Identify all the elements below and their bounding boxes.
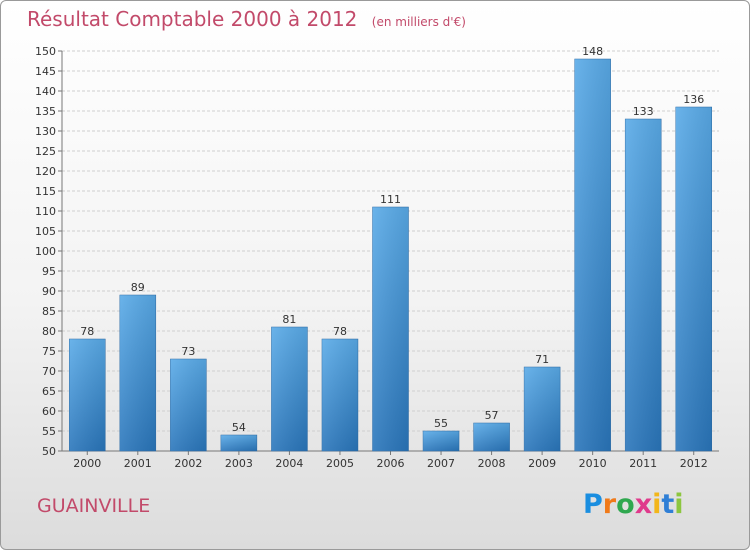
y-tick-label: 140	[35, 85, 56, 98]
y-tick-label: 95	[42, 265, 56, 278]
y-tick-label: 110	[35, 205, 56, 218]
x-tick-label: 2011	[629, 457, 657, 470]
labels: 50 55 60 65 70 75 80 85 90 95 100 105 110 115 120 125 13…	[35, 45, 708, 470]
x-tick-label: 2000	[73, 457, 101, 470]
bar-shade	[119, 295, 156, 451]
chart-title: Résultat Comptable 2000 à 2012 (en milli…	[27, 7, 466, 31]
y-tick-label: 130	[35, 125, 56, 138]
data-label: 71	[535, 353, 549, 366]
x-tick-label: 2007	[427, 457, 455, 470]
bar-shade	[321, 339, 358, 451]
bar-shade	[372, 207, 409, 451]
data-label: 89	[131, 281, 145, 294]
y-tick-label: 70	[42, 365, 56, 378]
bar-shade	[473, 423, 510, 451]
data-label: 78	[333, 325, 347, 338]
y-tick-label: 50	[42, 445, 56, 458]
proxiti-logo: Proxiti	[583, 489, 684, 520]
data-label: 54	[232, 421, 246, 434]
y-tick-label: 80	[42, 325, 56, 338]
y-tick-label: 115	[35, 185, 56, 198]
chart-subtitle: (en milliers d'€)	[371, 15, 466, 29]
bar-shade	[170, 359, 207, 451]
bar-shade	[574, 59, 611, 451]
logo-letter: o	[616, 489, 635, 520]
y-tick-label: 85	[42, 305, 56, 318]
y-tick-label: 55	[42, 425, 56, 438]
x-tick-label: 2005	[326, 457, 354, 470]
data-label: 111	[380, 193, 401, 206]
data-label: 81	[282, 313, 296, 326]
data-label: 78	[80, 325, 94, 338]
x-tick-label: 2010	[579, 457, 607, 470]
bars	[69, 58, 712, 452]
logo-letter: t	[661, 489, 675, 520]
x-tick-label: 2001	[124, 457, 152, 470]
logo-letter: i	[652, 489, 662, 520]
chart-title-text: Résultat Comptable 2000 à 2012	[27, 7, 358, 31]
y-tick-label: 90	[42, 285, 56, 298]
y-tick-label: 150	[35, 45, 56, 58]
x-tick-label: 2002	[174, 457, 202, 470]
bar-shade	[271, 327, 308, 451]
bar-shade	[675, 107, 712, 451]
x-tick-label: 2012	[680, 457, 708, 470]
y-tick-label: 135	[35, 105, 56, 118]
data-label: 57	[485, 409, 499, 422]
y-tick-label: 100	[35, 245, 56, 258]
x-tick-label: 2009	[528, 457, 556, 470]
y-tick-label: 120	[35, 165, 56, 178]
logo-letter: r	[602, 489, 617, 520]
x-tick-label: 2006	[377, 457, 405, 470]
bar-shade	[220, 435, 257, 451]
bar-shade	[625, 119, 662, 451]
y-tick-label: 125	[35, 145, 56, 158]
y-tick-label: 105	[35, 225, 56, 238]
data-label: 55	[434, 417, 448, 430]
logo-letter: P	[583, 489, 603, 520]
bar-shade	[423, 431, 460, 451]
bar-shade	[524, 367, 561, 451]
data-label: 73	[181, 345, 195, 358]
logo-letter: i	[674, 489, 684, 520]
bar-shade	[69, 339, 106, 451]
data-label: 133	[633, 105, 654, 118]
y-tick-label: 75	[42, 345, 56, 358]
x-tick-label: 2003	[225, 457, 253, 470]
y-tick-label: 145	[35, 65, 56, 78]
data-label: 148	[582, 45, 603, 58]
logo-letter: x	[634, 489, 653, 520]
y-tick-label: 65	[42, 385, 56, 398]
x-tick-label: 2008	[478, 457, 506, 470]
x-tick-label: 2004	[275, 457, 303, 470]
y-tick-label: 60	[42, 405, 56, 418]
data-label: 136	[683, 93, 704, 106]
place-name: GUAINVILLE	[37, 495, 151, 517]
